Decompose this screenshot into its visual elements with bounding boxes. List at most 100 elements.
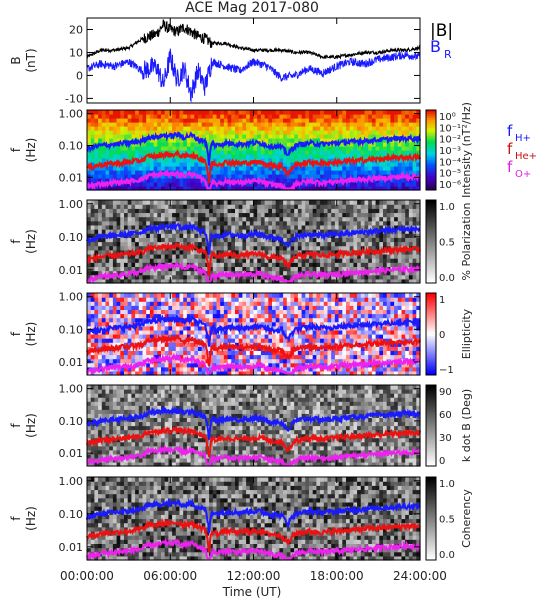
heatmap-cell [138, 358, 144, 364]
heatmap-cell [209, 342, 214, 347]
heatmap-cell [249, 154, 255, 159]
heatmap-cell [309, 297, 314, 302]
heatmap-cell [383, 158, 388, 163]
heatmap-cell [238, 182, 243, 187]
heatmap-cell [220, 350, 225, 356]
heatmap-cell [346, 237, 351, 243]
heatmap-cell [249, 162, 255, 167]
heatmap-cell [297, 122, 303, 127]
heatmap-cell [127, 342, 132, 347]
heatmap-cell [168, 150, 173, 155]
heatmap-cell [227, 126, 232, 131]
heatmap-cell [260, 338, 266, 343]
heatmap-cell [120, 170, 125, 175]
heatmap-cell [408, 237, 414, 243]
heatmap-cell [161, 138, 166, 143]
heatmap-cell [327, 150, 332, 155]
heatmap-cell [116, 370, 121, 376]
heatmap-cell [408, 158, 414, 163]
heatmap-cell [90, 162, 95, 167]
heatmap-cell [135, 354, 140, 360]
heatmap-cell [364, 216, 369, 222]
heatmap-cell [331, 208, 336, 214]
heatmap-cell [253, 174, 258, 179]
heatmap-cell [135, 262, 140, 267]
heatmap-cell [164, 114, 169, 119]
heatmap-cell [268, 130, 273, 135]
heatmap-cell [98, 146, 103, 151]
heatmap-cell [146, 278, 151, 284]
heatmap-cell [327, 154, 332, 159]
heatmap-cell [360, 170, 366, 175]
heatmap-cell [383, 122, 388, 127]
heatmap-cell [190, 262, 195, 267]
heatmap-cell [349, 150, 354, 155]
heatmap-cell [342, 224, 347, 230]
heatmap-cell [260, 130, 266, 135]
heatmap-cell [190, 237, 195, 243]
heatmap-cell [90, 126, 95, 131]
heatmap-cell [246, 229, 251, 234]
heatmap-cell [294, 118, 299, 123]
heatmap-cell [109, 270, 114, 276]
heatmap-cell [98, 212, 103, 218]
heatmap-cell [124, 134, 129, 139]
heatmap-cell [127, 114, 132, 119]
heatmap-cell [309, 166, 314, 171]
heatmap-cell [408, 204, 414, 209]
heatmap-cell [309, 293, 314, 298]
heatmap-cell [264, 118, 269, 123]
heatmap-cell [268, 370, 273, 376]
heatmap-cell [94, 370, 99, 376]
heatmap-cell [312, 354, 317, 360]
heatmap-cell [98, 358, 103, 364]
heatmap-cell [183, 301, 188, 306]
heatmap-cell [397, 170, 403, 175]
heatmap-cell [138, 350, 144, 356]
heatmap-cell [253, 233, 258, 238]
heatmap-cell [257, 309, 262, 315]
heatmap-cell [301, 338, 306, 343]
heatmap-cell [235, 216, 240, 222]
heatmap-cell [353, 174, 358, 179]
heatmap-cell [301, 174, 306, 179]
heatmap-cell [194, 150, 199, 155]
heatmap-cell [264, 249, 269, 255]
heatmap-cell [190, 142, 195, 147]
heatmap-cell [408, 166, 414, 171]
heatmap-cell [338, 258, 343, 263]
heatmap-cell [153, 150, 158, 155]
heatmap-cell [272, 313, 277, 319]
heatmap-cell [131, 146, 136, 151]
heatmap-cell [124, 266, 129, 272]
heatmap-cell [201, 174, 206, 179]
heatmap-cell [231, 370, 236, 376]
heatmap-cell [360, 224, 366, 230]
heatmap-cell [268, 317, 273, 323]
heatmap-cell [379, 208, 384, 214]
heatmap-cell [186, 354, 192, 360]
heatmap-cell [349, 224, 354, 230]
heatmap-cell [198, 126, 203, 131]
heatmap-cell [246, 154, 251, 159]
heatmap-cell [223, 146, 229, 151]
heatmap-cell [201, 208, 206, 214]
heatmap-cell [175, 321, 181, 327]
heatmap-cell [190, 110, 195, 115]
heatmap-cell [183, 309, 188, 315]
heatmap-cell [371, 266, 377, 272]
heatmap-cell [327, 114, 332, 119]
heatmap-cell [301, 200, 306, 205]
heatmap-cell [172, 366, 177, 372]
heatmap-cell [194, 200, 199, 205]
heatmap-cell [286, 233, 292, 238]
heatmap-cell [142, 297, 147, 302]
heatmap-cell [268, 362, 273, 368]
heatmap-cell [242, 334, 247, 339]
heatmap-cell [349, 126, 354, 131]
heatmap-cell [112, 338, 118, 343]
heatmap-cell [112, 334, 118, 339]
heatmap-cell [290, 305, 295, 310]
heatmap-cell [153, 146, 158, 151]
heatmap-cell [279, 114, 284, 119]
